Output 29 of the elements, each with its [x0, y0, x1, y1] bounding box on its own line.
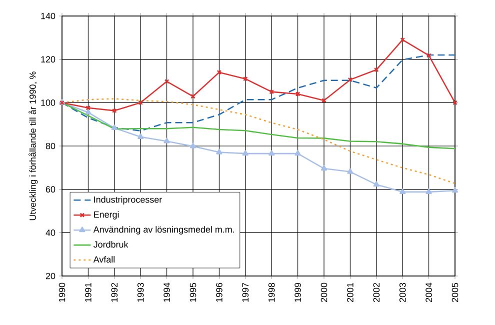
x-tick-label: 2002: [373, 282, 380, 302]
y-tick-label: 20: [46, 272, 56, 280]
x-tick-label: 1999: [294, 282, 301, 302]
y-tick-label: 120: [41, 56, 56, 63]
legend-label: Industriprocesser: [94, 196, 162, 205]
x-tick-label: 1996: [216, 282, 222, 302]
legend-label: Jordbruk: [93, 241, 128, 248]
x-tick-label: 1995: [190, 282, 196, 302]
y-tick-label: 80: [46, 142, 56, 150]
x-tick-label: 1990: [58, 282, 66, 302]
x-tick-label: 2001: [347, 282, 354, 302]
x-tick-label: 2000: [320, 282, 328, 302]
x-tick-label: 1994: [164, 282, 170, 302]
x-tick-label: 1991: [85, 282, 92, 302]
legend-label: Energi: [94, 211, 119, 220]
y-axis-title: Utveckling i förhållande till år 1990, %: [28, 72, 38, 220]
y-tick-label: 60: [46, 186, 56, 193]
x-tick-label: 1998: [268, 282, 275, 302]
x-tick-label: 2003: [399, 282, 406, 302]
x-tick-label: 1992: [111, 282, 118, 302]
x-tick-label: 2005: [452, 282, 458, 302]
x-tick-label: 2004: [426, 282, 432, 302]
y-tick-label: 140: [41, 12, 56, 20]
y-tick-label: 40: [46, 229, 56, 236]
y-tick-label: 100: [41, 99, 56, 106]
x-tick-label: 1997: [242, 282, 249, 302]
x-tick-label: 1993: [137, 282, 144, 302]
legend-label: Användning av lösningsmedel m.m.: [93, 226, 234, 234]
legend-label: Avfall: [93, 256, 115, 263]
